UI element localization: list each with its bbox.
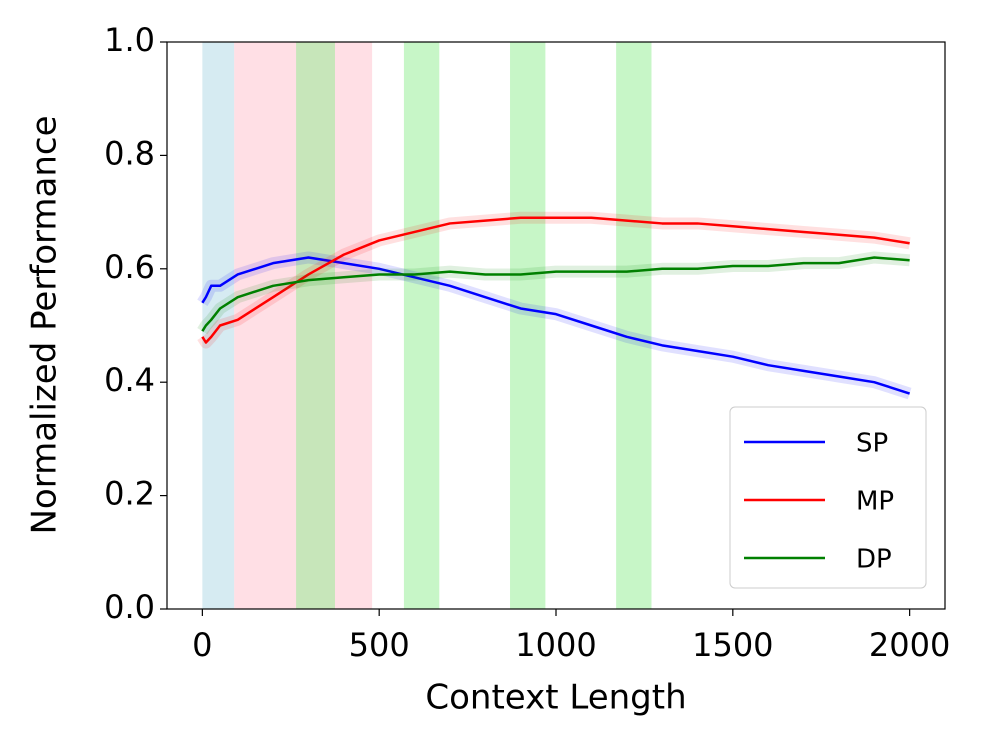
y-tick-label: 1.0 — [104, 21, 155, 59]
x-tick-label: 500 — [349, 626, 410, 664]
x-tick-label: 1000 — [515, 626, 596, 664]
shaded-region — [403, 42, 440, 609]
x-axis-label: Context Length — [425, 678, 686, 718]
shaded-region — [510, 42, 546, 609]
y-tick-label: 0.6 — [104, 248, 155, 286]
shaded-region — [296, 42, 335, 609]
series-line — [201, 256, 910, 332]
y-axis-label: Normalized Performance — [25, 115, 65, 534]
plot-frame — [166, 41, 946, 610]
y-tick-label: 0.0 — [104, 588, 155, 626]
x-tick-label: 0 — [192, 626, 212, 664]
legend-label: MP — [856, 487, 894, 517]
shaded-region — [616, 42, 652, 609]
y-tick-label: 0.4 — [104, 361, 155, 399]
series-line — [201, 256, 911, 395]
x-tick-label: 1500 — [692, 626, 773, 664]
series-line — [201, 216, 910, 344]
shaded-region — [202, 42, 235, 609]
y-tick-label: 0.2 — [104, 475, 155, 513]
legend-box — [729, 406, 927, 589]
legend-label: SP — [856, 429, 888, 459]
y-tick-label: 0.8 — [104, 134, 155, 172]
legend-label: DP — [856, 545, 892, 575]
x-tick-label: 2000 — [869, 626, 950, 664]
